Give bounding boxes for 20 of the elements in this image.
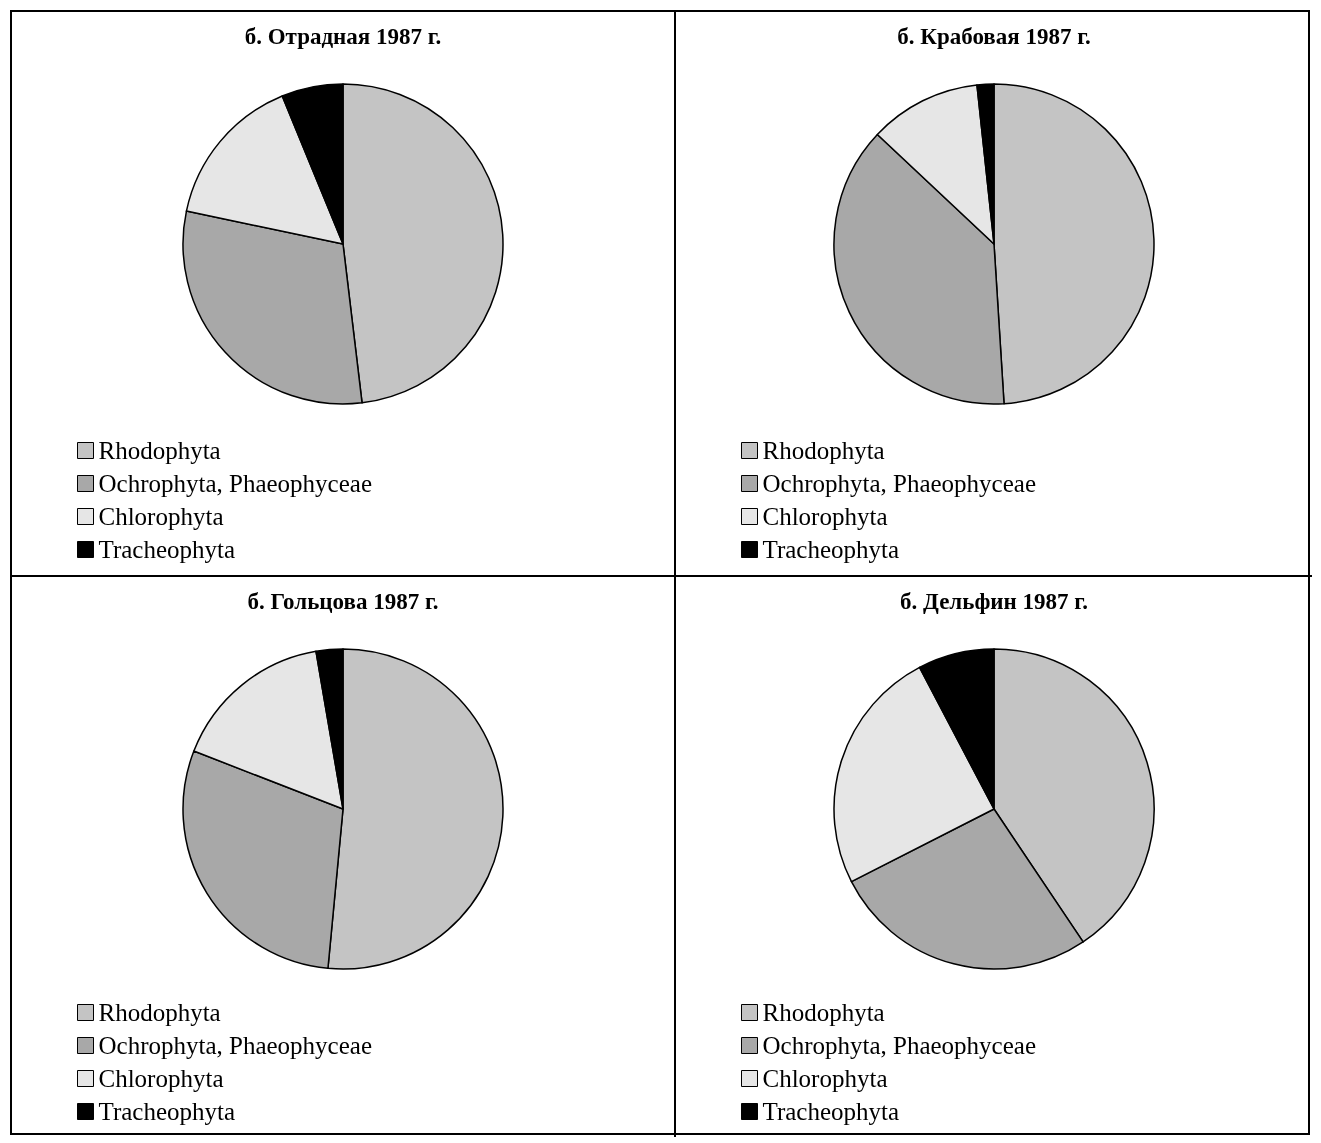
chart-title: б. Гольцова 1987 г. [247,589,439,614]
legend-label: Tracheophyta [98,1098,236,1125]
legend-label: Rhodophyta [98,999,221,1026]
legend-label: Ochrophyta, Phaeophyceae [762,470,1036,497]
legend-label: Rhodophyta [762,999,885,1026]
legend-label: Tracheophyta [762,1098,900,1125]
legend-label: Chlorophyta [98,503,224,530]
legend-label: Ochrophyta, Phaeophyceae [98,1032,372,1059]
legend-label: Tracheophyta [762,536,900,563]
chart-title: б. Дельфин 1987 г. [900,589,1088,614]
legend-label: Rhodophyta [98,437,221,464]
chart-title: б. Отрадная 1987 г. [244,24,442,49]
legend-label: Ochrophyta, Phaeophyceae [98,470,372,497]
legend-label: Chlorophyta [762,1065,888,1092]
legend-label: Tracheophyta [98,536,236,563]
chart-title: б. Крабовая 1987 г. [897,24,1091,49]
legend-label: Chlorophyta [98,1065,224,1092]
legend-label: Ochrophyta, Phaeophyceae [762,1032,1036,1059]
legend-label: Rhodophyta [762,437,885,464]
legend-label: Chlorophyta [762,503,888,530]
